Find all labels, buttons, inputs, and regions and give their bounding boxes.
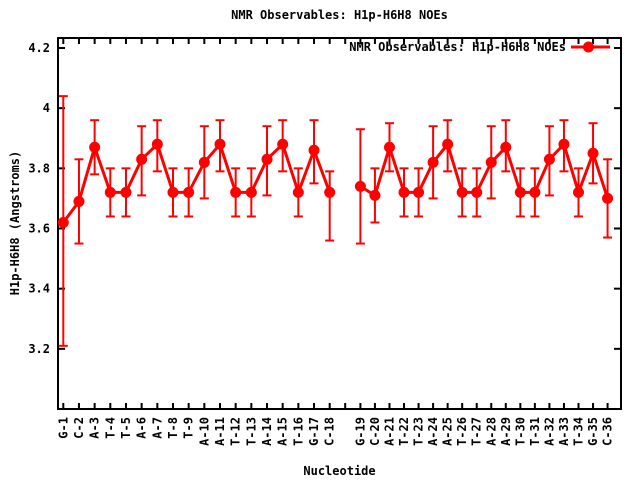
chart-title: NMR Observables: H1p-H6H8 NOEs bbox=[231, 8, 448, 22]
x-tick-label: A-14 bbox=[260, 417, 274, 446]
data-point bbox=[230, 186, 242, 198]
x-tick-label: A-29 bbox=[499, 417, 513, 446]
x-tick-label: T-34 bbox=[572, 417, 586, 446]
x-axis-label: Nucleotide bbox=[303, 464, 376, 478]
data-point bbox=[543, 153, 555, 165]
x-tick-label: C-20 bbox=[368, 417, 382, 446]
data-point bbox=[324, 186, 336, 198]
data-point bbox=[308, 144, 320, 156]
data-point bbox=[183, 186, 195, 198]
x-tick-label: T-16 bbox=[291, 417, 305, 446]
data-point bbox=[104, 186, 116, 198]
data-point bbox=[383, 141, 395, 153]
data-point bbox=[120, 186, 132, 198]
y-axis-label: H1p-H6H8 (Angstroms) bbox=[8, 150, 22, 296]
data-point bbox=[214, 138, 226, 150]
x-tick-label: A-3 bbox=[88, 417, 102, 439]
y-tick-label: 3.4 bbox=[28, 282, 50, 296]
data-point bbox=[485, 156, 497, 168]
data-point bbox=[471, 186, 483, 198]
x-tick-label: T-9 bbox=[182, 417, 196, 439]
x-tick-label: G-1 bbox=[56, 417, 70, 439]
x-tick-label: T-5 bbox=[119, 417, 133, 439]
data-line bbox=[62, 141, 332, 224]
x-tick-label: T-22 bbox=[397, 417, 411, 446]
x-tick-label: A-10 bbox=[197, 417, 211, 446]
x-tick-label: C-18 bbox=[323, 417, 337, 446]
x-tick-label: T-30 bbox=[513, 417, 527, 446]
x-tick-label: A-11 bbox=[213, 417, 227, 446]
data-point bbox=[261, 153, 273, 165]
x-tick-label: A-33 bbox=[557, 417, 571, 446]
x-tick-label: A-25 bbox=[441, 417, 455, 446]
x-tick-label: G-19 bbox=[353, 417, 367, 446]
data-point bbox=[354, 180, 366, 192]
y-tick-label: 3.2 bbox=[28, 342, 50, 356]
y-tick-label: 3.8 bbox=[28, 161, 50, 175]
data-point bbox=[529, 186, 541, 198]
x-tick-label: T-8 bbox=[166, 417, 180, 439]
x-tick-label: T-12 bbox=[229, 417, 243, 446]
data-point bbox=[442, 138, 454, 150]
x-tick-label: T-27 bbox=[470, 417, 484, 446]
data-point bbox=[514, 186, 526, 198]
data-point bbox=[500, 141, 512, 153]
x-tick-label: G-17 bbox=[307, 417, 321, 446]
x-tick-label: A-21 bbox=[382, 417, 396, 446]
data-point bbox=[558, 138, 570, 150]
x-tick-label: T-13 bbox=[244, 417, 258, 446]
x-tick-label: A-7 bbox=[150, 417, 164, 439]
data-line bbox=[359, 141, 610, 199]
data-point bbox=[245, 186, 257, 198]
data-point bbox=[456, 186, 468, 198]
x-tick-label: A-6 bbox=[135, 417, 149, 439]
data-point bbox=[602, 192, 614, 204]
y-tick-label: 4 bbox=[43, 101, 50, 115]
data-point bbox=[413, 186, 425, 198]
data-point bbox=[89, 141, 101, 153]
data-point bbox=[398, 186, 410, 198]
plot-border bbox=[57, 37, 622, 410]
data-point bbox=[151, 138, 163, 150]
x-tick-label: A-24 bbox=[426, 417, 440, 446]
data-point bbox=[73, 195, 85, 207]
x-tick-label: T-4 bbox=[103, 417, 117, 439]
data-point bbox=[136, 153, 148, 165]
y-tick-label: 3.6 bbox=[28, 222, 50, 236]
x-tick-label: C-2 bbox=[72, 417, 86, 439]
x-tick-label: G-35 bbox=[586, 417, 600, 446]
x-tick-label: A-28 bbox=[484, 417, 498, 446]
x-tick-label: A-32 bbox=[542, 417, 556, 446]
legend-marker bbox=[583, 41, 594, 53]
data-point bbox=[198, 156, 210, 168]
data-point bbox=[369, 189, 381, 201]
data-point bbox=[167, 186, 179, 198]
x-tick-label: A-15 bbox=[276, 417, 290, 446]
y-tick-label: 4.2 bbox=[28, 41, 50, 55]
data-point bbox=[573, 186, 584, 198]
data-point bbox=[292, 186, 304, 198]
x-tick-label: T-26 bbox=[455, 417, 469, 446]
x-tick-label: C-36 bbox=[601, 417, 615, 446]
data-point bbox=[277, 138, 289, 150]
data-point bbox=[57, 216, 69, 228]
legend-entry-label: NMR Observables: H1p-H6H8 NOEs bbox=[349, 40, 566, 54]
data-point bbox=[587, 147, 599, 159]
x-tick-label: T-23 bbox=[412, 417, 426, 446]
data-point bbox=[427, 156, 439, 168]
x-tick-label: T-31 bbox=[528, 417, 542, 446]
